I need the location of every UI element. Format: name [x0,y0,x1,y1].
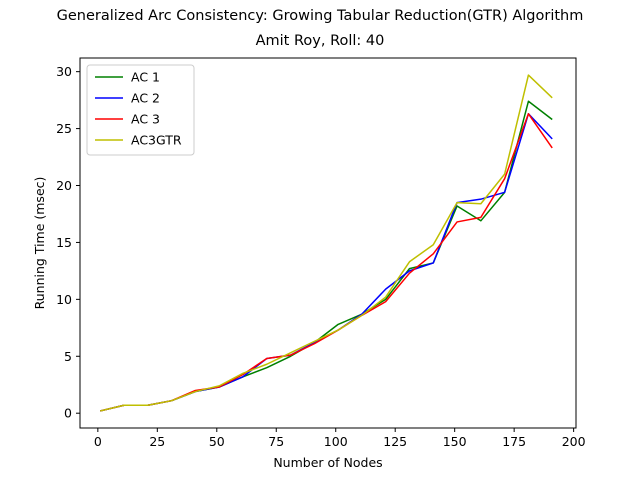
y-tick-label: 10 [56,292,72,307]
y-tick-label: 5 [64,349,72,364]
y-tick-label: 0 [64,406,72,421]
x-tick-label: 100 [324,434,348,449]
x-axis-ticks: 0 25 50 75 100 125 150 175 200 [94,428,586,449]
y-tick-label: 20 [56,178,72,193]
legend-label-2: AC 3 [131,112,160,127]
series-line-3 [100,74,553,412]
chart-title: Generalized Arc Consistency: Growing Tab… [56,8,584,24]
y-axis-label: Running Time (msec) [32,177,47,310]
y-tick-label: 25 [56,121,72,136]
y-axis-ticks: 0 5 10 15 20 25 30 [56,64,80,421]
x-tick-label: 125 [383,434,407,449]
plot-frame [79,57,577,429]
legend-label-3: AC3GTR [131,133,182,148]
legend-label-0: AC 1 [131,70,160,85]
x-tick-label: 150 [443,434,467,449]
x-tick-label: 200 [562,434,586,449]
x-tick-label: 0 [94,434,102,449]
y-tick-label: 15 [56,235,72,250]
series-lines [100,74,553,412]
x-tick-label: 25 [149,434,165,449]
x-axis-label: Number of Nodes [273,455,382,470]
legend-label-1: AC 2 [131,91,160,106]
chart-subtitle: Amit Roy, Roll: 40 [255,33,385,49]
legend-box [86,64,195,156]
x-tick-label: 75 [268,434,284,449]
x-tick-label: 175 [502,434,526,449]
y-tick-label: 30 [56,64,72,79]
legend: AC 1 AC 2 AC 3 AC3GTR [86,64,195,156]
x-tick-label: 50 [209,434,225,449]
